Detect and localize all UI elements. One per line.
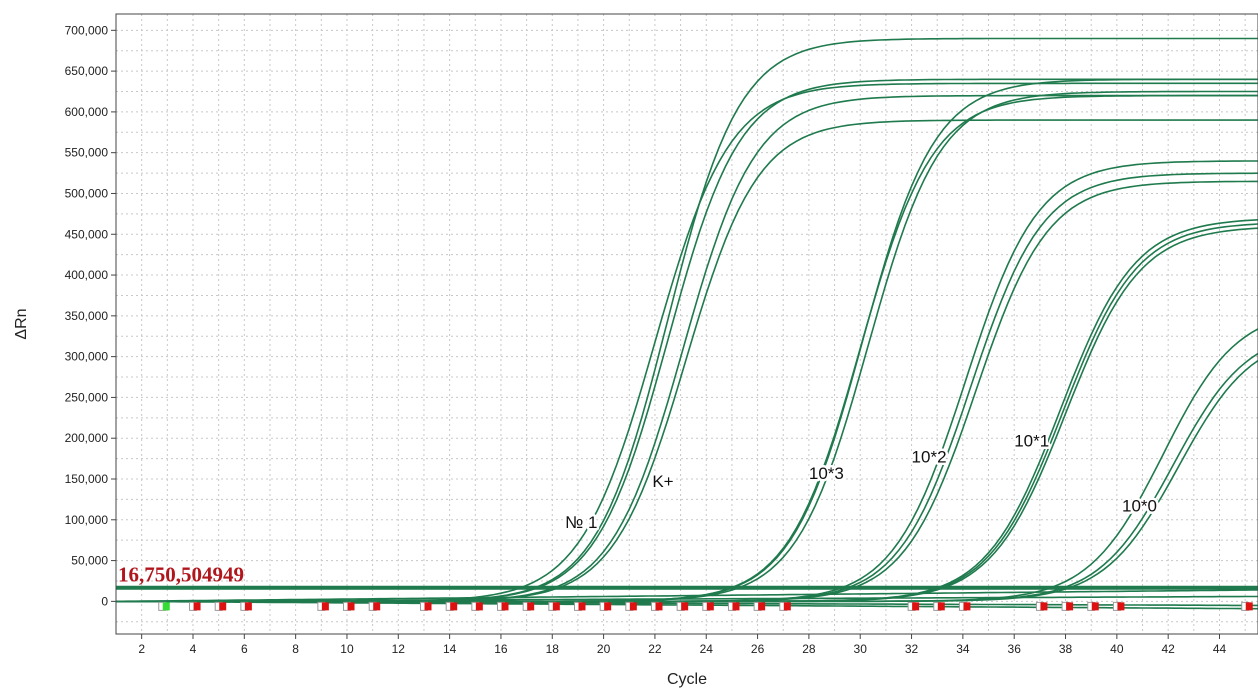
cycle-marker (783, 602, 791, 611)
cycle-marker (321, 602, 329, 611)
y-tick-label: 250,000 (65, 390, 109, 404)
cycle-marker (527, 602, 535, 611)
cycle-marker (347, 602, 355, 611)
cycle-marker (475, 602, 483, 611)
curve-label: 10*0 (1122, 497, 1157, 516)
cycle-marker (193, 602, 201, 611)
y-tick-label: 300,000 (65, 350, 109, 364)
amplification-curve (116, 37, 1258, 603)
amplification-curves (115, 37, 1258, 610)
curve-label: 10*2 (912, 448, 947, 467)
cycle-marker (162, 602, 170, 611)
y-tick-label: 50,000 (71, 554, 108, 568)
y-tick-label: 450,000 (65, 227, 109, 241)
cycle-marker (1066, 602, 1074, 611)
cycle-marker (578, 602, 586, 611)
x-tick-label: 20 (597, 642, 611, 656)
x-tick-label: 10 (340, 642, 354, 656)
x-tick-label: 18 (546, 642, 560, 656)
x-tick-label: 34 (956, 642, 970, 656)
cycle-marker (1117, 602, 1125, 611)
y-tick-label: 200,000 (65, 431, 109, 445)
cycle-marker (1245, 602, 1253, 611)
cycle-marker (963, 602, 971, 611)
x-tick-label: 4 (190, 642, 197, 656)
amplification-curve (116, 78, 1258, 603)
curve-label: 10*1 (1014, 431, 1049, 450)
y-tick-label: 650,000 (65, 64, 109, 78)
x-tick-label: 38 (1059, 642, 1073, 656)
x-tick-label: 42 (1162, 642, 1176, 656)
amplification-curve (116, 94, 1258, 603)
x-tick-label: 28 (802, 642, 816, 656)
cycle-marker (912, 602, 920, 611)
y-tick-label: 600,000 (65, 105, 109, 119)
x-tick-label: 16 (494, 642, 508, 656)
curve-label: K+ (652, 472, 673, 491)
x-tick-label: 8 (292, 642, 299, 656)
amplification-curve (116, 94, 1258, 603)
cycle-marker (732, 602, 740, 611)
cycle-marker (373, 602, 381, 611)
x-tick-label: 6 (241, 642, 248, 656)
threshold-label: 16,750,504949 (118, 563, 244, 587)
cycle-marker (424, 602, 432, 611)
curve-label: № 1 (565, 513, 597, 532)
y-tick-label: 700,000 (65, 23, 109, 37)
cycle-marker (1040, 602, 1048, 611)
cycle-marker (552, 602, 560, 611)
cycle-marker (937, 602, 945, 611)
cycle-marker (758, 602, 766, 611)
amplification-curve (116, 223, 1258, 603)
y-tick-label: 100,000 (65, 513, 109, 527)
cycle-marker (219, 602, 227, 611)
x-tick-label: 36 (1008, 642, 1022, 656)
cycle-marker (501, 602, 509, 611)
plot-frame (115, 13, 1258, 635)
cycle-markers (158, 601, 1253, 611)
amplification-curve (115, 595, 1258, 603)
x-tick-label: 44 (1213, 642, 1227, 656)
x-axis-ticks: 2 4 6 8 10 12 14 16 18 20 22 24 26 28 30 32 34 36 38 40 42 44 (138, 634, 1226, 656)
x-axis-title: Cycle (667, 671, 707, 688)
y-tick-label: 0 (101, 594, 108, 608)
cycle-marker (1091, 602, 1099, 611)
x-tick-label: 40 (1110, 642, 1124, 656)
y-axis-ticks: 0 50,000 100,000 150,000 200,000 250,000 300,0… (65, 23, 116, 608)
cycle-marker (244, 602, 252, 611)
x-tick-label: 14 (443, 642, 457, 656)
amplification-curve (116, 82, 1258, 603)
x-tick-label: 12 (392, 642, 406, 656)
amplification-curve (116, 352, 1258, 603)
y-tick-label: 500,000 (65, 186, 109, 200)
x-tick-label: 22 (648, 642, 662, 656)
y-axis-title: ΔRn (13, 308, 30, 339)
x-tick-label: 2 (138, 642, 145, 656)
cycle-marker (450, 602, 458, 611)
amplification-curve (116, 78, 1258, 603)
cycle-marker (655, 602, 663, 611)
x-tick-label: 24 (700, 642, 714, 656)
y-tick-label: 350,000 (65, 309, 109, 323)
y-tick-label: 550,000 (65, 146, 109, 160)
amplification-curve (115, 589, 1258, 603)
x-tick-label: 32 (905, 642, 919, 656)
amplification-curve (116, 227, 1258, 603)
amplification-curve (116, 359, 1258, 603)
grid-lines (115, 14, 1258, 634)
x-tick-label: 30 (854, 642, 868, 656)
amplification-curve (116, 160, 1258, 603)
cycle-marker (681, 602, 689, 611)
cycle-marker (604, 602, 612, 611)
curve-label: 10*3 (809, 464, 844, 483)
cycle-marker (629, 602, 637, 611)
y-tick-label: 400,000 (65, 268, 109, 282)
x-tick-label: 26 (751, 642, 765, 656)
y-tick-label: 150,000 (65, 472, 109, 486)
cycle-marker (706, 602, 714, 611)
amplification-curve (116, 219, 1258, 603)
curve-labels: № 1 K+ 10*3 10*2 10*1 10*0 (563, 429, 1160, 535)
threshold-line[interactable]: 16,750,504949 (116, 563, 1258, 590)
